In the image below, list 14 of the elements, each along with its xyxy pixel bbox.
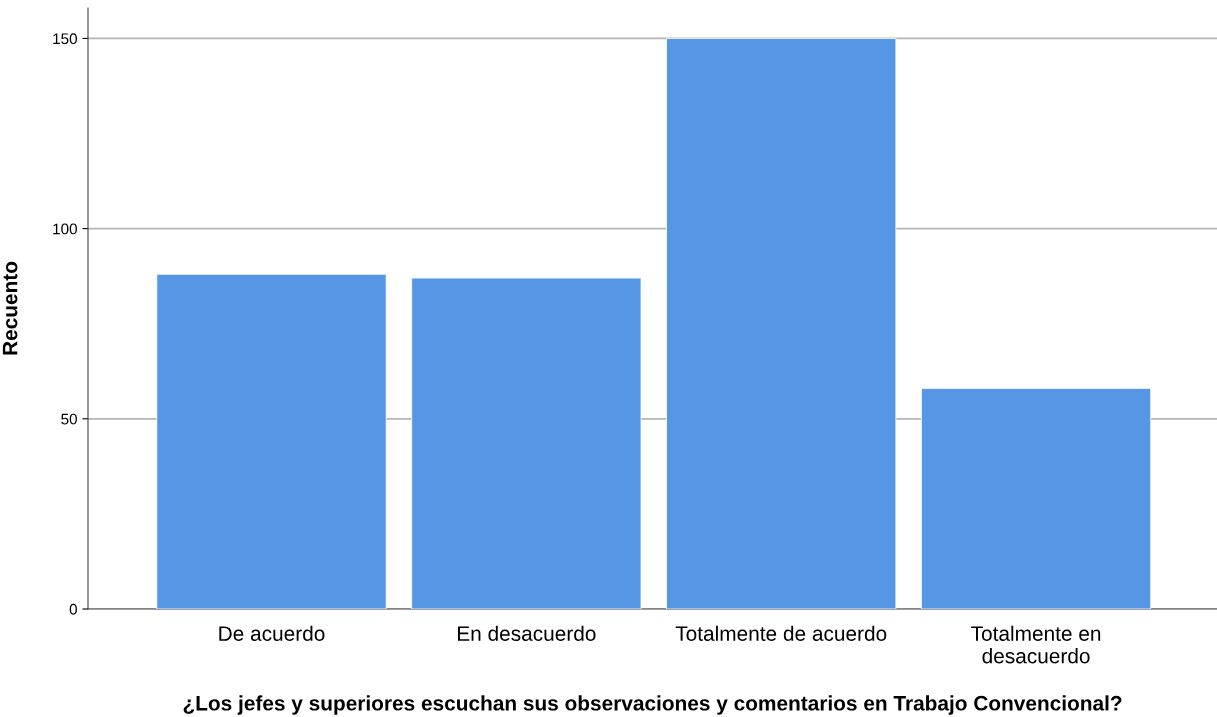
x-axis-title: ¿Los jefes y superiores escuchan sus observaciones y comentarios en Trabajo Convencional? xyxy=(183,695,1122,715)
y-tick-label: 50 xyxy=(61,413,77,425)
x-tick-label: Totalmente de acuerdo xyxy=(675,625,887,641)
bar xyxy=(411,277,642,609)
y-axis-title: Recuento xyxy=(2,261,18,355)
x-tick-label: En desacuerdo xyxy=(457,625,596,641)
bar xyxy=(920,387,1152,609)
x-tick-label: Totalmente en desacuerdo xyxy=(971,625,1101,664)
bar xyxy=(666,38,897,609)
y-tick-label: 0 xyxy=(69,603,77,615)
y-tick-label: 100 xyxy=(53,223,77,235)
x-tick-label: De acuerdo xyxy=(219,625,325,641)
bar xyxy=(156,273,387,609)
y-tick-label: 150 xyxy=(53,33,77,45)
